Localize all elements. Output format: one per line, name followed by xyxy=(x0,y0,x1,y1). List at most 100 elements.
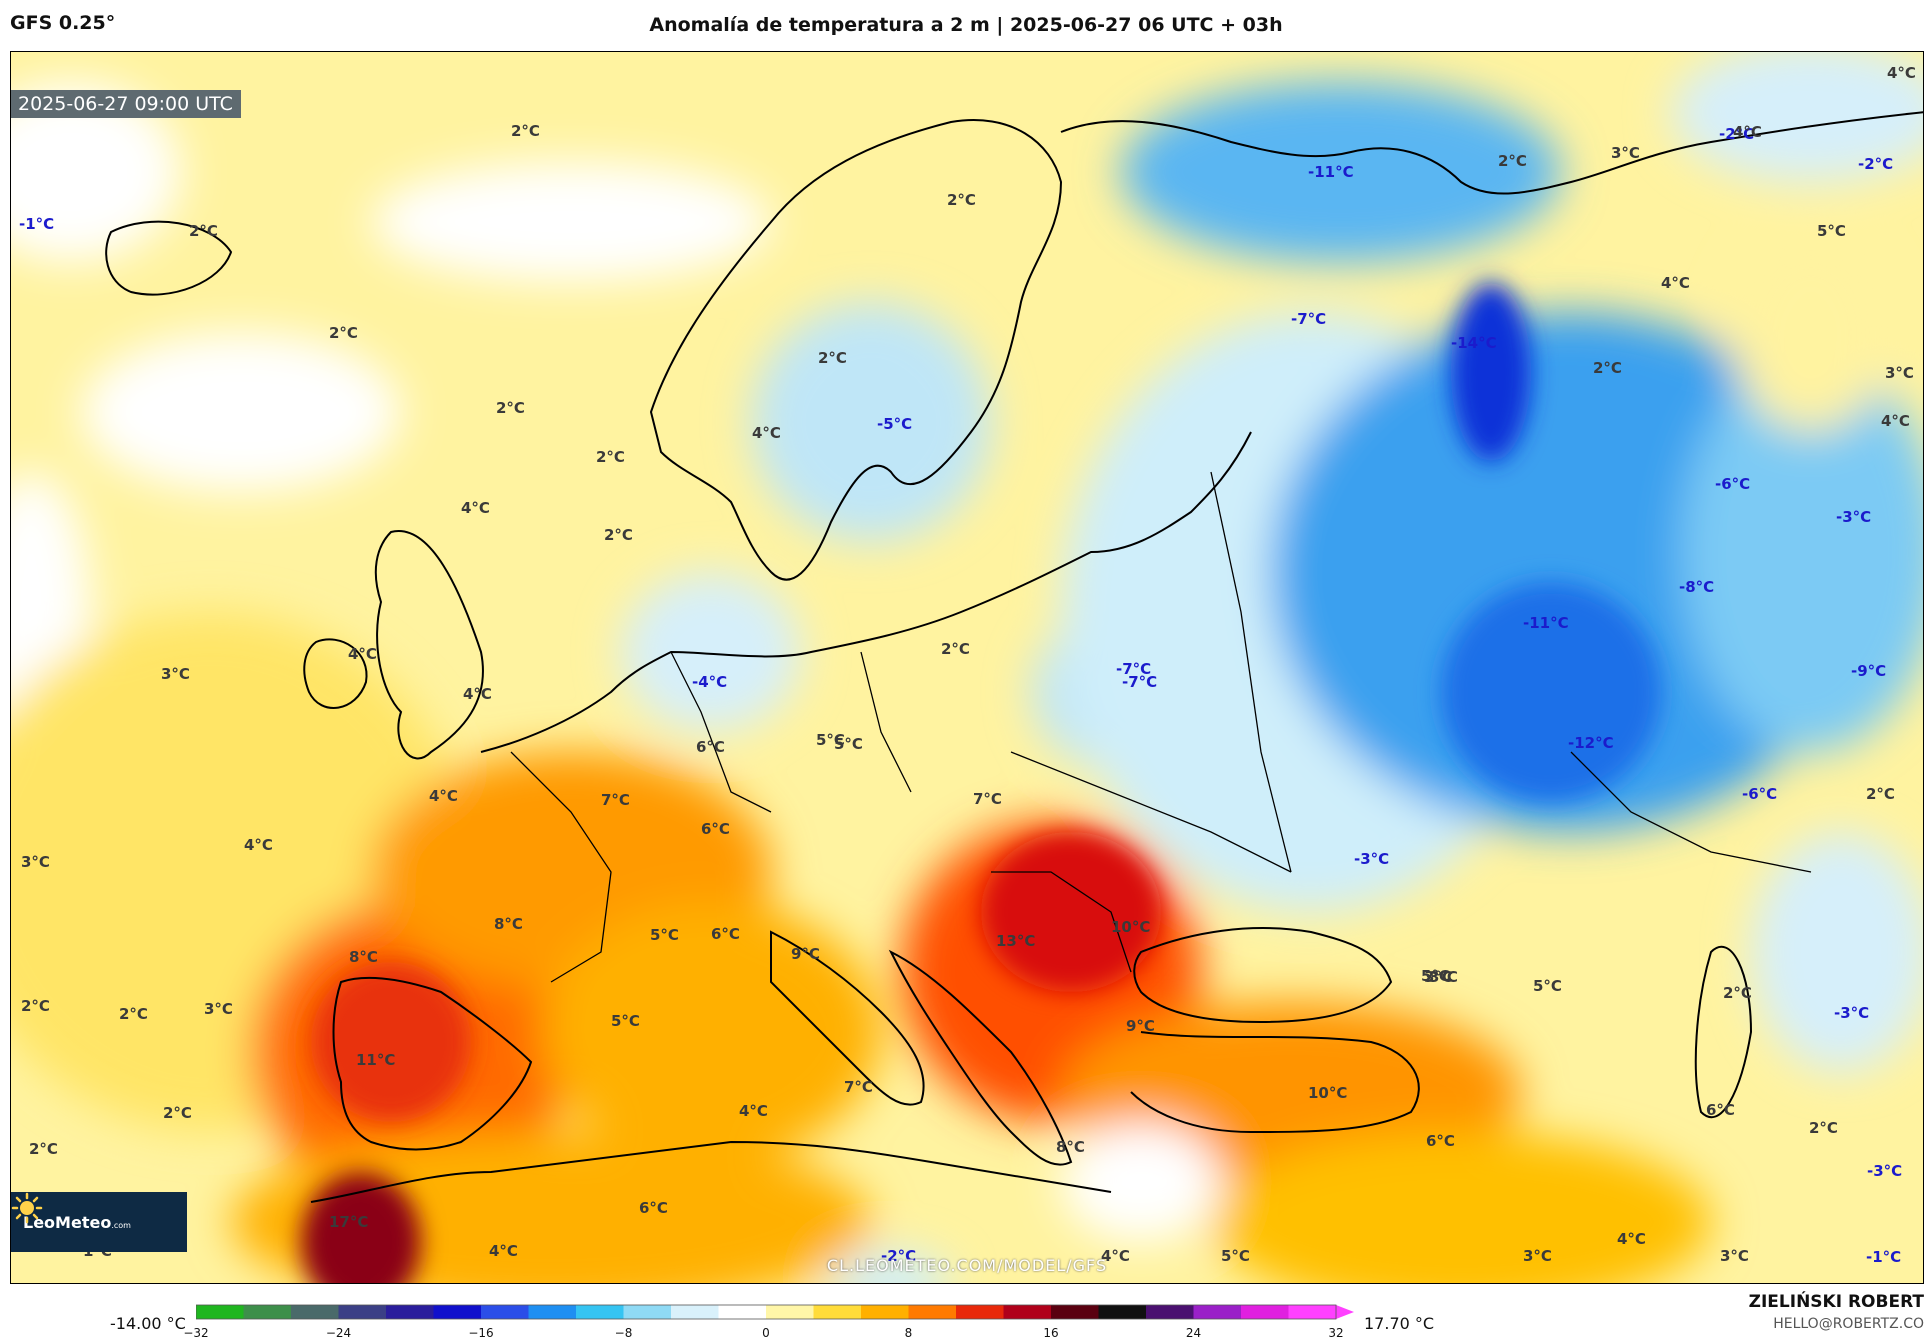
colorbar-segment xyxy=(1241,1305,1290,1319)
colorbar-segment xyxy=(1146,1305,1195,1319)
anomaly-label: 2°C xyxy=(163,1104,192,1122)
border-russia xyxy=(1210,471,1292,873)
anomaly-label: 2°C xyxy=(818,349,847,367)
anomaly-label: 10°C xyxy=(1111,918,1151,936)
anomaly-label: 4°C xyxy=(463,685,492,703)
colorbar-tick: −32 xyxy=(183,1326,209,1340)
anomaly-label: -11°C xyxy=(1308,163,1354,181)
author-email: HELLO@ROBERTZ.CO xyxy=(1773,1316,1924,1332)
anomaly-label: -1°C xyxy=(1866,1248,1902,1266)
coast-balkans xyxy=(888,949,1073,1166)
border-romania xyxy=(991,871,1132,973)
anomaly-label: -2°C xyxy=(1858,155,1894,173)
anomaly-label: 9°C xyxy=(791,945,820,963)
anomaly-label: 5°C xyxy=(650,926,679,944)
anomaly-label: 3°C xyxy=(1523,1247,1552,1265)
warm-central-med xyxy=(541,902,881,1162)
anomaly-label: -11°C xyxy=(1523,614,1569,632)
anomaly-label: 4°C xyxy=(1101,1247,1130,1265)
anomaly-label: 4°C xyxy=(429,787,458,805)
colorbar-segment xyxy=(481,1305,530,1319)
anomaly-label: 2°C xyxy=(1723,984,1752,1002)
colorbar-tick: 32 xyxy=(1328,1326,1344,1340)
anomaly-label: 17°C xyxy=(329,1213,369,1231)
anomaly-label: 2°C xyxy=(941,640,970,658)
anomaly-label: -8°C xyxy=(1679,578,1715,596)
anomaly-label: 6°C xyxy=(711,925,740,943)
cold-north-sea xyxy=(621,572,801,732)
colorbar-segment xyxy=(861,1305,910,1319)
coast-uk xyxy=(374,530,484,760)
anomaly-label: 3°C xyxy=(21,853,50,871)
leometeo-logo[interactable]: LeoMeteo.com xyxy=(11,1192,187,1252)
cold-core-russia xyxy=(1451,282,1531,462)
anomaly-label: -7°C xyxy=(1116,660,1152,678)
colorbar-segment xyxy=(1003,1305,1052,1319)
colorbar-segment xyxy=(1098,1305,1147,1319)
anomaly-label: 3°C xyxy=(1885,364,1914,382)
anomaly-label: 2°C xyxy=(604,526,633,544)
anomaly-label: 11°C xyxy=(356,1051,396,1069)
colorbar-segment xyxy=(956,1305,1005,1319)
colorbar xyxy=(196,1304,1354,1320)
anomaly-label: 8°C xyxy=(1056,1138,1085,1156)
anomaly-label: 3°C xyxy=(1429,968,1458,986)
colorbar-segment xyxy=(433,1305,482,1319)
colorbar-segment xyxy=(1051,1305,1100,1319)
border-germany xyxy=(670,651,772,813)
anomaly-label: 7°C xyxy=(601,791,630,809)
anomaly-label: 3°C xyxy=(1424,968,1453,986)
cold-russia-east xyxy=(1681,352,1923,752)
anomaly-label: 3°C xyxy=(204,1000,233,1018)
cold-russia-north xyxy=(1121,82,1561,262)
cold-core-russia-2 xyxy=(1441,582,1661,802)
author-credit: ZIELIŃSKI ROBERT xyxy=(1748,1292,1924,1312)
colorbar-segment xyxy=(623,1305,672,1319)
colorbar-segment xyxy=(243,1305,292,1319)
anomaly-label: -14°C xyxy=(1451,334,1497,352)
anomaly-label: 4°C xyxy=(348,645,377,663)
anomaly-label: -2°C xyxy=(1719,125,1755,143)
colorbar-segment xyxy=(196,1305,245,1319)
colorbar-tick: 24 xyxy=(1185,1326,1202,1340)
source-watermark: CL.LEOMETEO.COM/MODEL/GFS xyxy=(826,1256,1108,1275)
anomaly-label: 2°C xyxy=(511,122,540,140)
anomaly-label: 6°C xyxy=(696,738,725,756)
colorbar-tick: 16 xyxy=(1043,1326,1059,1340)
anomaly-label: 4°C xyxy=(461,499,490,517)
anomaly-label: 5°C xyxy=(1817,222,1846,240)
anomaly-label: 4°C xyxy=(752,424,781,442)
colorbar-tick: −16 xyxy=(468,1326,494,1340)
warm-ural xyxy=(1731,232,1891,432)
anomaly-label: 3°C xyxy=(1720,1247,1749,1265)
anomaly-label: 13°C xyxy=(996,932,1036,950)
coast-turkey xyxy=(1130,1031,1420,1134)
anomaly-label: 2°C xyxy=(1809,1119,1838,1137)
hot-core-morocco xyxy=(301,1172,421,1283)
coast-caspian xyxy=(1694,945,1753,1119)
anomaly-label: 7°C xyxy=(973,790,1002,808)
map-fields xyxy=(11,52,1923,1283)
border-poland xyxy=(860,651,912,793)
neutral-patch-atlantic-2 xyxy=(81,332,401,492)
anomaly-label: 2°C xyxy=(29,1140,58,1158)
colorbar-tick: −8 xyxy=(614,1326,633,1340)
border-kazakh xyxy=(1570,751,1812,873)
anomaly-map[interactable]: 2025-06-27 09:00 UTC 2°C -1°C 2°C 2°C 2°C 2°C… xyxy=(10,51,1924,1284)
anomaly-label: -4°C xyxy=(692,673,728,691)
cold-greece-sea xyxy=(1061,1122,1221,1242)
anomaly-label: 6°C xyxy=(639,1199,668,1217)
colorbar-segment xyxy=(291,1305,340,1319)
colorbar-tick: −24 xyxy=(325,1326,352,1340)
anomaly-label: -3°C xyxy=(1867,1162,1903,1180)
anomaly-label: -3°C xyxy=(1354,850,1390,868)
anomaly-label: 2°C xyxy=(119,1005,148,1023)
anomaly-label: 4°C xyxy=(1617,1230,1646,1248)
anomaly-label: 4°C xyxy=(1887,64,1916,82)
anomaly-label: 6°C xyxy=(1426,1132,1455,1150)
anomaly-label: -6°C xyxy=(1742,785,1778,803)
anomaly-label: 10°C xyxy=(1308,1084,1348,1102)
anomaly-label: 6°C xyxy=(1706,1101,1735,1119)
neutral-patch-greenland xyxy=(11,82,181,262)
anomaly-label: 2°C xyxy=(496,399,525,417)
